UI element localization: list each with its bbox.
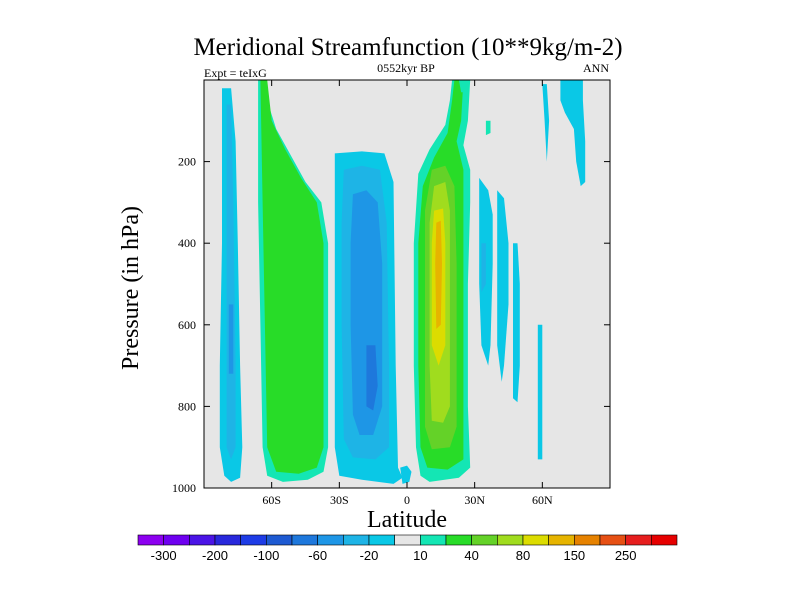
colorbar: -300 -200 -100 -60 -20 10 40 80 150 250 (137, 534, 678, 563)
x-tick-label: 60N (532, 493, 553, 507)
colorbar-swatch (137, 534, 164, 546)
colorbar-swatch (574, 534, 601, 546)
chart-title: Meridional Streamfunction (10**9kg/m-2) (193, 34, 622, 61)
colorbar-swatch (599, 534, 626, 546)
y-tick-label: 1000 (172, 481, 196, 495)
y-tick-label: 200 (178, 155, 196, 169)
colorbar-label: -300 (151, 548, 177, 563)
colorbar-swatch (420, 534, 447, 546)
colorbar-swatch (163, 534, 190, 546)
y-axis: 200 400 600 800 1000 (172, 155, 610, 495)
colorbar-swatch (497, 534, 524, 546)
contour-region-22 (560, 80, 586, 187)
contour-region-24 (400, 465, 412, 484)
colorbar-swatch (189, 534, 216, 546)
contour-region-2 (228, 304, 234, 374)
colorbar-label: 150 (563, 548, 585, 563)
x-tick-label: 60S (262, 493, 281, 507)
x-axis-label: Latitude (367, 507, 447, 533)
colorbar-label: 80 (516, 548, 530, 563)
contour-region-16 (479, 177, 493, 366)
colorbar-label: 250 (615, 548, 637, 563)
colorbar-swatch (368, 534, 395, 546)
colorbar-swatch (471, 534, 498, 546)
colorbar-label: 10 (413, 548, 427, 563)
colorbar-swatch (240, 534, 267, 546)
contour-region-8 (366, 345, 378, 411)
contour-fill-group (219, 80, 586, 484)
y-tick-label: 600 (178, 318, 196, 332)
x-tick-label: 30S (330, 493, 349, 507)
contour-region-21 (537, 324, 543, 460)
y-axis-label: Pressure (in hPa) (118, 206, 144, 370)
contour-region-17 (481, 243, 486, 293)
colorbar-swatch (343, 534, 370, 546)
colorbar-label: -100 (253, 548, 279, 563)
colorbar-swatch (651, 534, 678, 546)
expt-label: Expt = teIxG (204, 66, 267, 80)
colorbar-swatch (266, 534, 293, 546)
colorbar-label: -200 (202, 548, 228, 563)
colorbar-swatch (522, 534, 549, 546)
contour-region-14 (435, 220, 442, 329)
contour-region-18 (497, 190, 509, 382)
y-tick-label: 400 (178, 236, 196, 250)
season-label: ANN (583, 61, 609, 75)
x-tick-label: 0 (404, 493, 410, 507)
contour-region-20 (542, 84, 550, 162)
colorbar-swatch (548, 534, 575, 546)
x-axis: 60S 30S 0 30N 60N (262, 80, 553, 507)
colorbar-label: -20 (360, 548, 379, 563)
colorbar-label: -60 (308, 548, 327, 563)
time-label: 0552kyr BP (377, 61, 435, 75)
colorbar-swatch (214, 534, 241, 546)
colorbar-swatch (291, 534, 318, 546)
colorbar-label: 40 (464, 548, 478, 563)
colorbar-swatch (625, 534, 652, 546)
y-tick-label: 800 (178, 399, 196, 413)
contour-region-19 (513, 243, 520, 403)
contour-region-4 (260, 80, 324, 474)
contour-region-23 (458, 80, 468, 93)
colorbar-swatch (317, 534, 344, 546)
colorbar-swatch (445, 534, 472, 546)
x-tick-label: 30N (464, 493, 485, 507)
colorbar-swatch (394, 534, 421, 546)
contour-region-15 (485, 120, 491, 136)
